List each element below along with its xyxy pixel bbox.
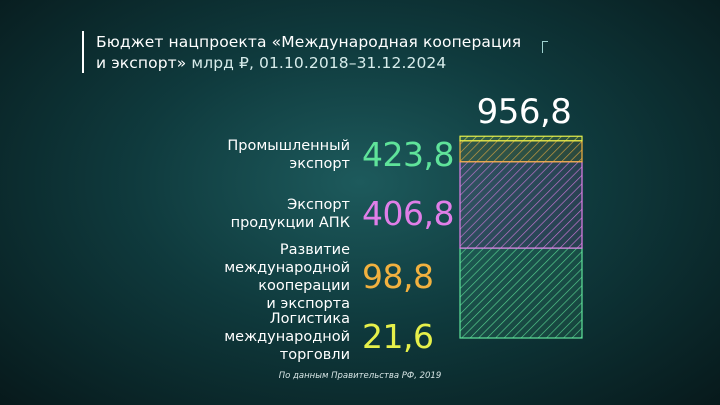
label-line: Экспорт — [287, 197, 350, 213]
row-industrial-export: Промышленный экспорт 423,8 — [150, 136, 454, 174]
bar-segment-hatch-0 — [459, 247, 583, 339]
label-line: международной кооперации — [224, 260, 350, 294]
title-line-2-main: и экспорт» — [96, 54, 187, 72]
row-cooperation-development: Развитие международной кооперации и эксп… — [150, 241, 434, 313]
label-line: Логистика — [269, 311, 350, 327]
row-agro-export: Экспорт продукции АПК 406,8 — [150, 194, 455, 233]
stacked-bar-chart — [459, 135, 583, 339]
value-cooperation-development: 98,8 — [362, 257, 434, 296]
label-line: Промышленный — [227, 138, 350, 154]
bar-segment-hatch-1 — [459, 161, 583, 249]
bar-segment-hatch-3 — [459, 135, 583, 142]
source-note: По данным Правительства РФ, 2019 — [278, 371, 442, 381]
value-trade-logistics: 21,6 — [362, 317, 434, 356]
title-line-1: Бюджет нацпроекта «Международная коопера… — [96, 33, 522, 51]
chart-title: Бюджет нацпроекта «Международная коопера… — [96, 32, 521, 74]
bar-segment-hatch-2 — [459, 140, 583, 163]
title-accent-bar — [82, 31, 84, 73]
row-label-trade-logistics: Логистика международной торговли — [150, 310, 350, 364]
label-line: продукции АПК — [230, 215, 350, 231]
title-line-2-subtitle: млрд ₽, 01.10.2018–31.12.2024 — [186, 54, 447, 72]
row-label-cooperation-development: Развитие международной кооперации и эксп… — [150, 241, 350, 313]
title-line-2: и экспорт» млрд ₽, 01.10.2018–31.12.2024 — [96, 53, 521, 74]
value-industrial-export: 423,8 — [362, 135, 454, 174]
corner-mark-icon — [542, 41, 548, 53]
row-label-agro-export: Экспорт продукции АПК — [150, 196, 350, 232]
total-value: 956,8 — [476, 92, 572, 132]
row-label-industrial-export: Промышленный экспорт — [150, 137, 350, 173]
row-trade-logistics: Логистика международной торговли 21,6 — [150, 310, 434, 364]
label-line: Развитие — [279, 242, 350, 258]
label-line: международной торговли — [224, 329, 350, 363]
label-line: экспорт — [289, 156, 350, 172]
value-agro-export: 406,8 — [362, 194, 454, 233]
label-line: и экспорта — [266, 296, 350, 312]
